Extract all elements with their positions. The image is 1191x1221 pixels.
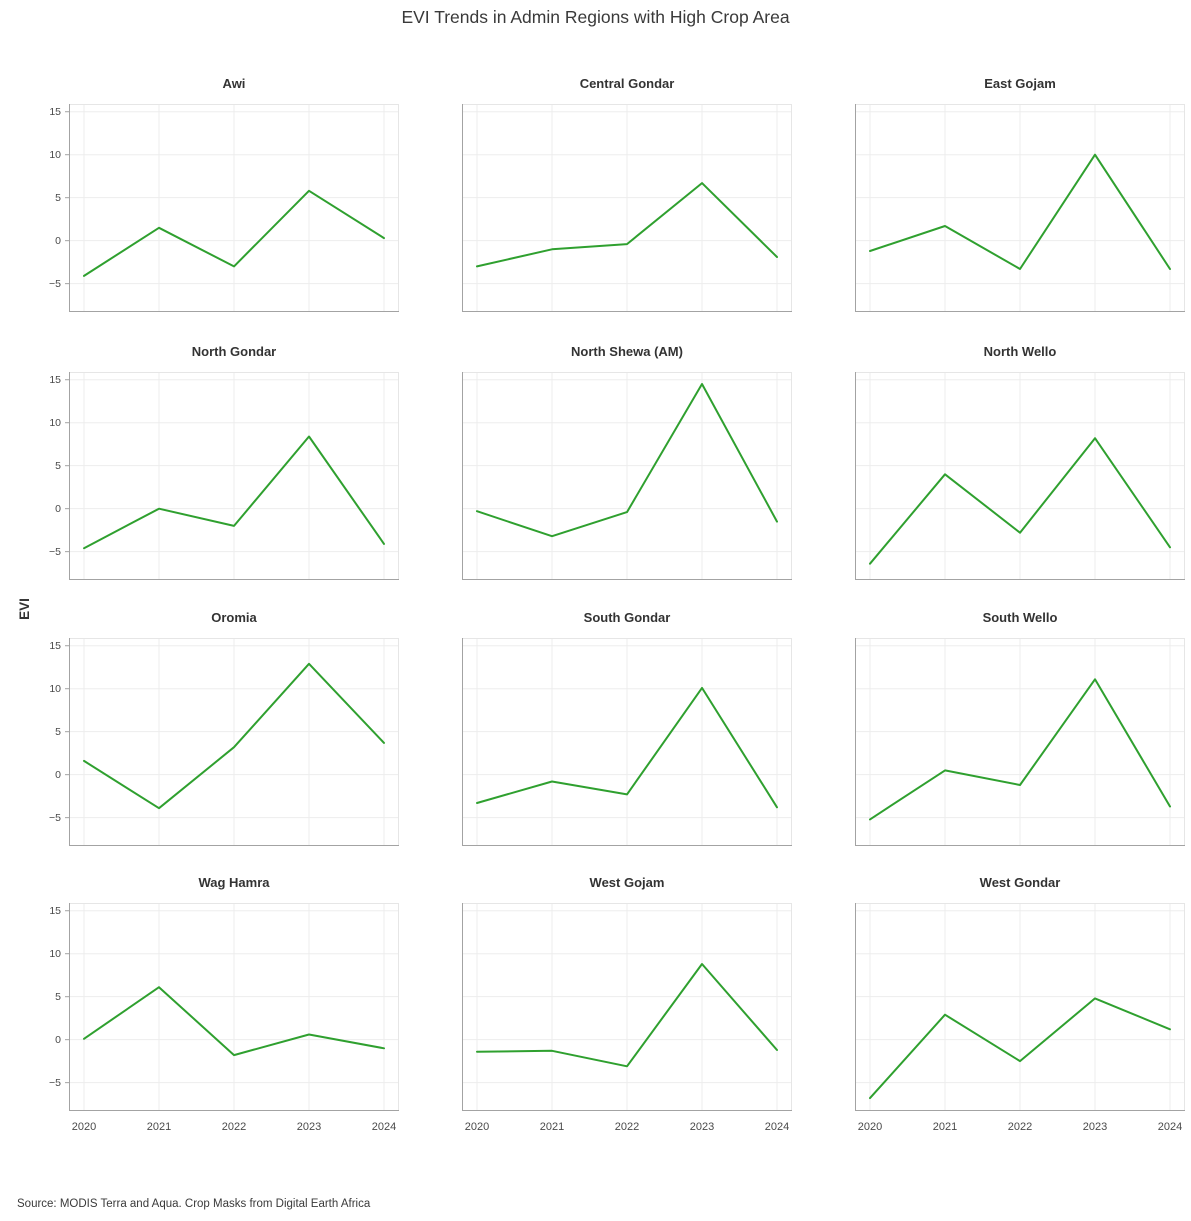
x-tick-label: 2024 bbox=[765, 1121, 789, 1133]
line-chart-central-gondar bbox=[462, 104, 792, 312]
y-tick-label: 0 bbox=[55, 1034, 61, 1046]
trend-line bbox=[83, 435, 385, 550]
subplot-wag-hamra: Wag Hamra 15 10 5 0 −5 2020 2021 2022 2023 2024 bbox=[49, 875, 399, 1133]
y-tick-label: 10 bbox=[49, 149, 61, 161]
y-tick-label: 0 bbox=[55, 235, 61, 247]
trend-line bbox=[83, 662, 385, 810]
line-chart-south-wello bbox=[855, 638, 1185, 846]
x-tick-label: 2020 bbox=[465, 1121, 489, 1133]
y-tick-label: −5 bbox=[49, 1077, 61, 1089]
subplot-title: East Gojam bbox=[984, 76, 1056, 91]
line-chart-east-gojam bbox=[855, 104, 1185, 312]
y-tick-label: 10 bbox=[49, 683, 61, 695]
subplot-south-gondar: South Gondar bbox=[462, 610, 792, 846]
x-tick-label: 2024 bbox=[372, 1121, 396, 1133]
x-tick-label: 2021 bbox=[540, 1121, 564, 1133]
line-chart-wag-hamra: 15 10 5 0 −5 2020 2021 2022 2023 2024 bbox=[49, 903, 399, 1133]
y-tick-label: −5 bbox=[49, 278, 61, 290]
x-tick-label: 2021 bbox=[147, 1121, 171, 1133]
trend-line bbox=[476, 182, 778, 268]
subplot-east-gojam: East Gojam bbox=[855, 76, 1185, 312]
x-tick-label: 2023 bbox=[1083, 1121, 1107, 1133]
x-tick-label: 2022 bbox=[222, 1121, 246, 1133]
line-chart-north-wello bbox=[855, 372, 1185, 580]
x-tick-label: 2020 bbox=[72, 1121, 96, 1133]
subplot-title: South Wello bbox=[982, 610, 1058, 625]
subplot-title: South Gondar bbox=[583, 610, 671, 625]
x-tick-label: 2022 bbox=[615, 1121, 639, 1133]
line-chart-west-gondar: 2020 2021 2022 2023 2024 bbox=[855, 903, 1185, 1133]
line-chart-oromia: 15 10 5 0 −5 bbox=[49, 638, 399, 846]
y-tick-label: 5 bbox=[55, 726, 61, 738]
subplot-title: Oromia bbox=[211, 610, 257, 625]
subplot-title: Wag Hamra bbox=[198, 875, 270, 890]
subplot-title: North Shewa (AM) bbox=[571, 344, 683, 359]
subplot-title: West Gojam bbox=[589, 875, 665, 890]
y-tick-label: 5 bbox=[55, 460, 61, 472]
line-chart-north-gondar: 15 10 5 0 −5 bbox=[49, 372, 399, 580]
trend-line bbox=[869, 437, 1171, 565]
y-tick-label: 0 bbox=[55, 503, 61, 515]
y-axis-label: EVI bbox=[17, 598, 32, 620]
y-tick-label: −5 bbox=[49, 546, 61, 558]
subplot-north-gondar: North Gondar 15 10 5 0 −5 bbox=[49, 344, 399, 580]
subplot-oromia: Oromia 15 10 5 0 −5 bbox=[49, 610, 399, 846]
trend-line bbox=[476, 963, 778, 1068]
y-tick-label: 15 bbox=[49, 640, 61, 652]
y-tick-label: 10 bbox=[49, 417, 61, 429]
subplot-title: Awi bbox=[222, 76, 246, 91]
y-tick-label: 10 bbox=[49, 948, 61, 960]
x-tick-label: 2022 bbox=[1008, 1121, 1032, 1133]
trend-line bbox=[869, 153, 1171, 270]
subplot-west-gondar: West Gondar 2020 2021 2022 2023 2024 bbox=[855, 875, 1185, 1133]
line-chart-south-gondar bbox=[462, 638, 792, 846]
x-tick-label: 2020 bbox=[858, 1121, 882, 1133]
subplot-north-wello: North Wello bbox=[855, 344, 1185, 580]
subplot-west-gojam: West Gojam 2020 2021 2022 2023 2024 bbox=[462, 875, 792, 1133]
x-tick-label: 2021 bbox=[933, 1121, 957, 1133]
subplot-awi: Awi 15 10 5 0 −5 bbox=[49, 76, 399, 312]
source-note: Source: MODIS Terra and Aqua. Crop Masks… bbox=[17, 1198, 371, 1210]
y-tick-label: −5 bbox=[49, 812, 61, 824]
y-tick-label: 5 bbox=[55, 991, 61, 1003]
y-tick-label: 15 bbox=[49, 106, 61, 118]
y-tick-label: 5 bbox=[55, 192, 61, 204]
subplot-north-shewa-am: North Shewa (AM) bbox=[462, 344, 792, 580]
trend-line bbox=[869, 997, 1171, 1100]
y-tick-label: 15 bbox=[49, 374, 61, 386]
subplot-title: West Gondar bbox=[979, 875, 1061, 890]
subplot-south-wello: South Wello bbox=[855, 610, 1185, 846]
line-chart-west-gojam: 2020 2021 2022 2023 2024 bbox=[462, 903, 792, 1133]
y-tick-label: 15 bbox=[49, 905, 61, 917]
line-chart-awi: 15 10 5 0 −5 bbox=[49, 104, 399, 312]
y-tick-label: 0 bbox=[55, 769, 61, 781]
trend-line bbox=[476, 686, 778, 809]
trend-line bbox=[83, 189, 385, 277]
subplot-title: Central Gondar bbox=[579, 76, 675, 91]
x-tick-label: 2024 bbox=[1158, 1121, 1182, 1133]
x-tick-label: 2023 bbox=[690, 1121, 714, 1133]
trend-line bbox=[476, 383, 778, 538]
subplot-title: North Gondar bbox=[191, 344, 277, 359]
subplot-central-gondar: Central Gondar bbox=[462, 76, 792, 312]
trend-line bbox=[869, 678, 1171, 821]
subplot-title: North Wello bbox=[983, 344, 1057, 359]
line-chart-north-shewa-am bbox=[462, 372, 792, 580]
figure-title: EVI Trends in Admin Regions with High Cr… bbox=[401, 7, 790, 27]
trend-line bbox=[83, 986, 385, 1057]
x-tick-label: 2023 bbox=[297, 1121, 321, 1133]
